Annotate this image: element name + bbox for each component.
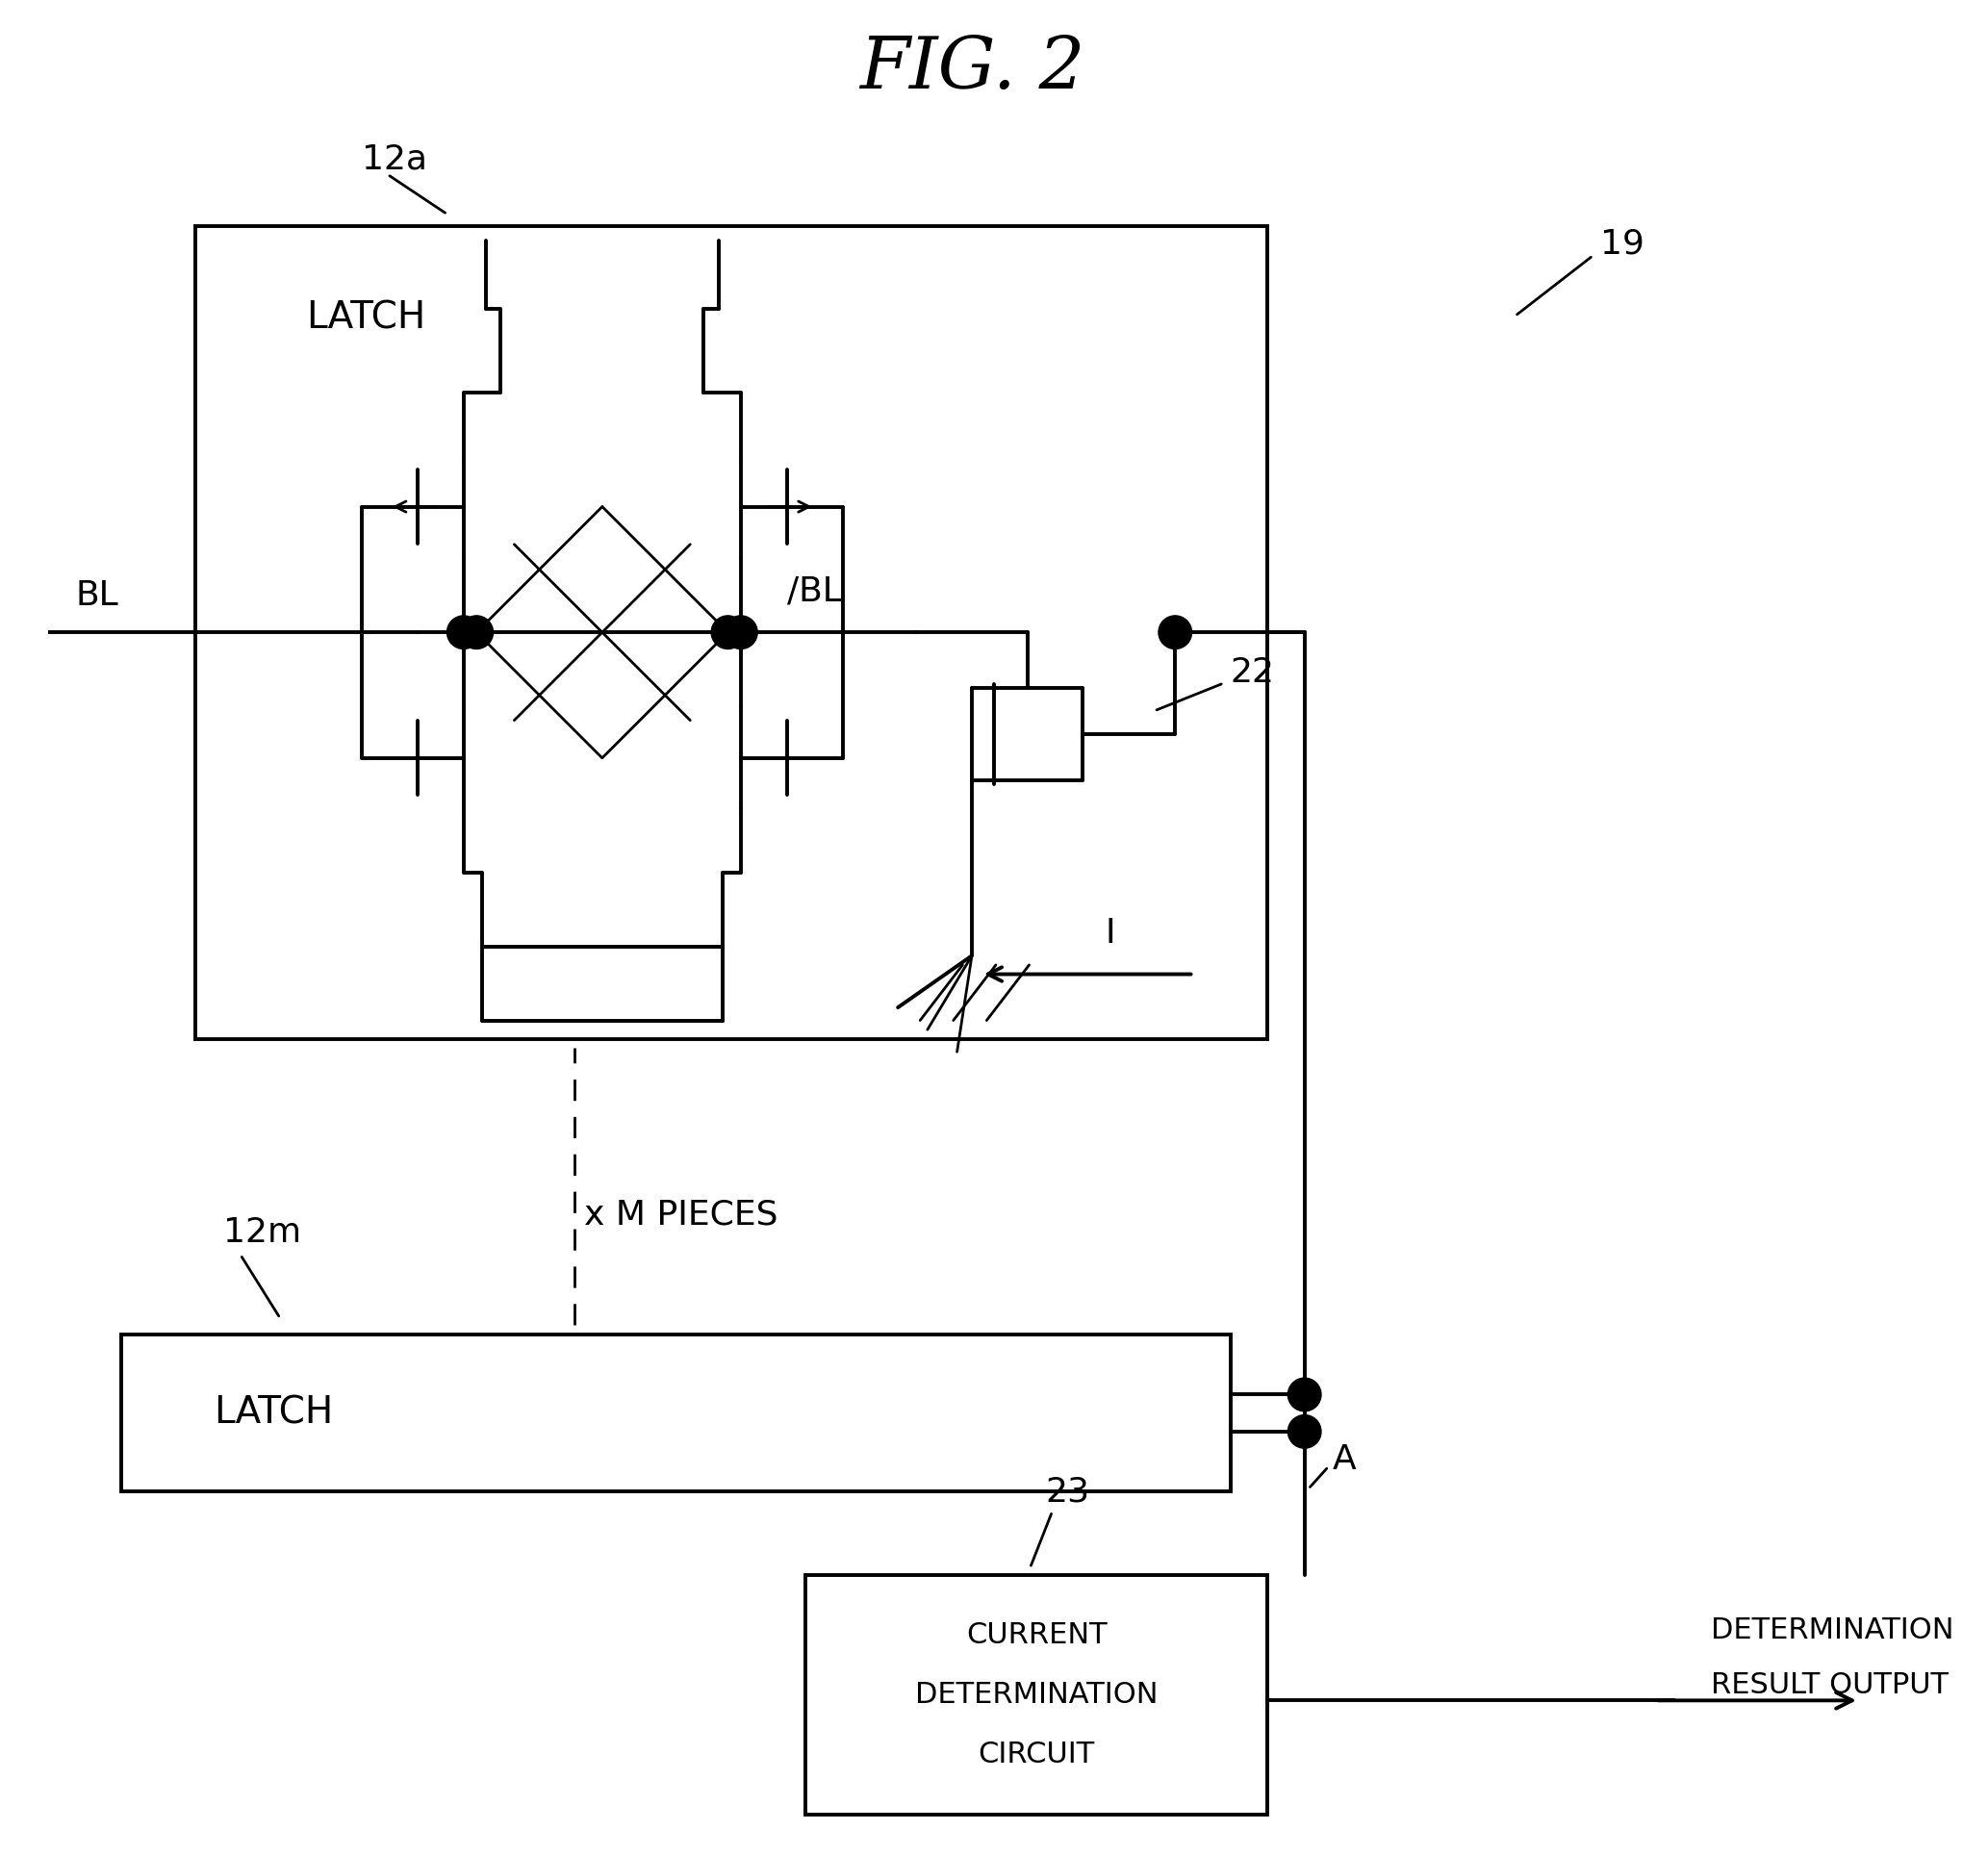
Circle shape <box>1288 1414 1322 1448</box>
Text: LATCH: LATCH <box>306 301 425 336</box>
Bar <box>121 1334 1231 1492</box>
Bar <box>805 1574 1268 1815</box>
Text: DETERMINATION: DETERMINATION <box>1712 1617 1954 1644</box>
Text: 22: 22 <box>1231 657 1274 689</box>
Text: CURRENT: CURRENT <box>966 1620 1107 1648</box>
Circle shape <box>1159 616 1191 650</box>
Text: 12a: 12a <box>362 143 427 176</box>
Text: A: A <box>1332 1442 1356 1476</box>
Text: 19: 19 <box>1600 228 1644 260</box>
Text: I: I <box>1105 917 1115 950</box>
Text: BL: BL <box>76 579 119 612</box>
Text: FIG. 2: FIG. 2 <box>859 33 1085 104</box>
Text: 23: 23 <box>1046 1476 1089 1507</box>
Circle shape <box>1288 1377 1322 1411</box>
Bar <box>195 226 1268 1039</box>
Circle shape <box>712 616 746 650</box>
Circle shape <box>459 616 493 650</box>
Text: x M PIECES: x M PIECES <box>584 1199 777 1231</box>
Text: CIRCUIT: CIRCUIT <box>978 1741 1095 1769</box>
Circle shape <box>447 616 481 650</box>
Circle shape <box>724 616 757 650</box>
Text: 12m: 12m <box>223 1216 302 1249</box>
Text: RESULT OUTPUT: RESULT OUTPUT <box>1712 1672 1948 1700</box>
Text: DETERMINATION: DETERMINATION <box>914 1682 1157 1709</box>
Text: LATCH: LATCH <box>215 1396 334 1431</box>
Text: /BL: /BL <box>787 575 841 609</box>
